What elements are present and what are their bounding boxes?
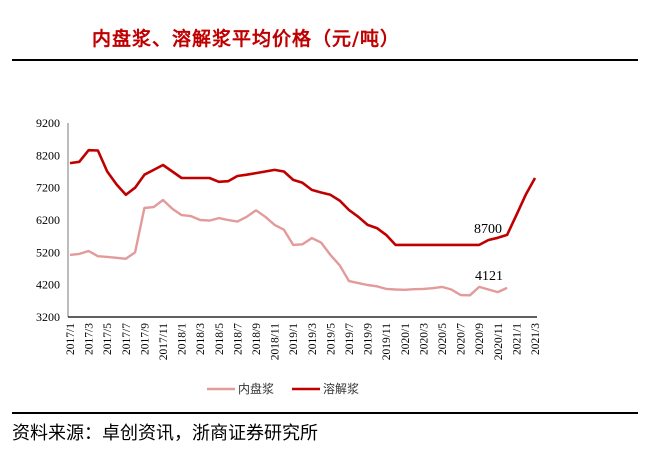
x-tick-label: 2017/3 (84, 323, 96, 355)
x-tick-label: 2017/5 (102, 323, 114, 355)
bottom-divider (12, 412, 638, 414)
x-tick-label: 2019/3 (307, 323, 319, 355)
annotations: 8700 4121 (474, 222, 503, 284)
x-tick-label: 2018/1 (177, 323, 189, 355)
source-note: 资料来源：卓创资讯，浙商证券研究所 (12, 423, 318, 444)
x-tick-label: 2018/5 (214, 323, 226, 355)
y-tick-label: 5200 (36, 245, 60, 259)
x-tick-label: 2020/7 (456, 323, 468, 355)
x-tick-label: 2018/3 (195, 323, 207, 355)
y-axis: 3200 4200 5200 6200 7200 8200 9200 (36, 116, 69, 324)
x-tick-label: 2018/9 (251, 323, 263, 355)
x-tick-label: 2017/11 (158, 323, 170, 361)
x-tick-label: 2019/7 (344, 323, 356, 355)
y-tick-label: 6200 (36, 213, 60, 227)
chart-title: 内盘浆、溶解浆平均价格（元/吨） (92, 28, 400, 50)
series-line-dissolving-pulp (69, 148, 537, 247)
plot-area (69, 148, 537, 297)
y-tick-label: 7200 (36, 181, 60, 195)
x-tick-label: 2017/1 (65, 323, 77, 355)
y-tick-label: 3200 (36, 310, 60, 324)
y-tick-label: 9200 (36, 116, 60, 130)
x-tick-label: 2018/7 (232, 323, 244, 355)
x-tick-label: 2017/7 (121, 323, 133, 355)
y-tick-label: 4200 (36, 278, 60, 292)
x-tick-label: 2019/11 (381, 323, 393, 361)
y-tick-label: 8200 (36, 148, 60, 162)
series-line-domestic-pulp (69, 198, 508, 297)
x-axis: 2017/1 2017/3 2017/5 2017/7 2017/9 2017/11 201… (65, 316, 542, 361)
x-tick-label: 2020/1 (400, 323, 412, 355)
x-tick-label: 2020/11 (493, 323, 505, 361)
annotation-dissolving-pulp: 8700 (474, 222, 502, 237)
annotation-domestic-pulp: 4121 (475, 269, 503, 284)
x-tick-label: 2017/9 (139, 323, 151, 355)
x-tick-label: 2019/5 (325, 323, 337, 355)
x-tick-label: 2021/1 (511, 323, 523, 355)
top-divider (12, 59, 638, 61)
x-tick-label: 2021/3 (530, 323, 542, 355)
x-tick-label: 2018/11 (270, 323, 282, 361)
x-tick-label: 2020/5 (437, 323, 449, 355)
legend: 内盘浆 溶解浆 (207, 381, 359, 396)
x-tick-label: 2019/1 (288, 323, 300, 355)
x-tick-label: 2020/3 (418, 323, 430, 355)
legend-label-dissolving-pulp: 溶解浆 (323, 381, 359, 396)
x-tick-label: 2019/9 (363, 323, 375, 355)
x-tick-label: 2020/9 (474, 323, 486, 355)
legend-label-domestic-pulp: 内盘浆 (238, 381, 274, 396)
